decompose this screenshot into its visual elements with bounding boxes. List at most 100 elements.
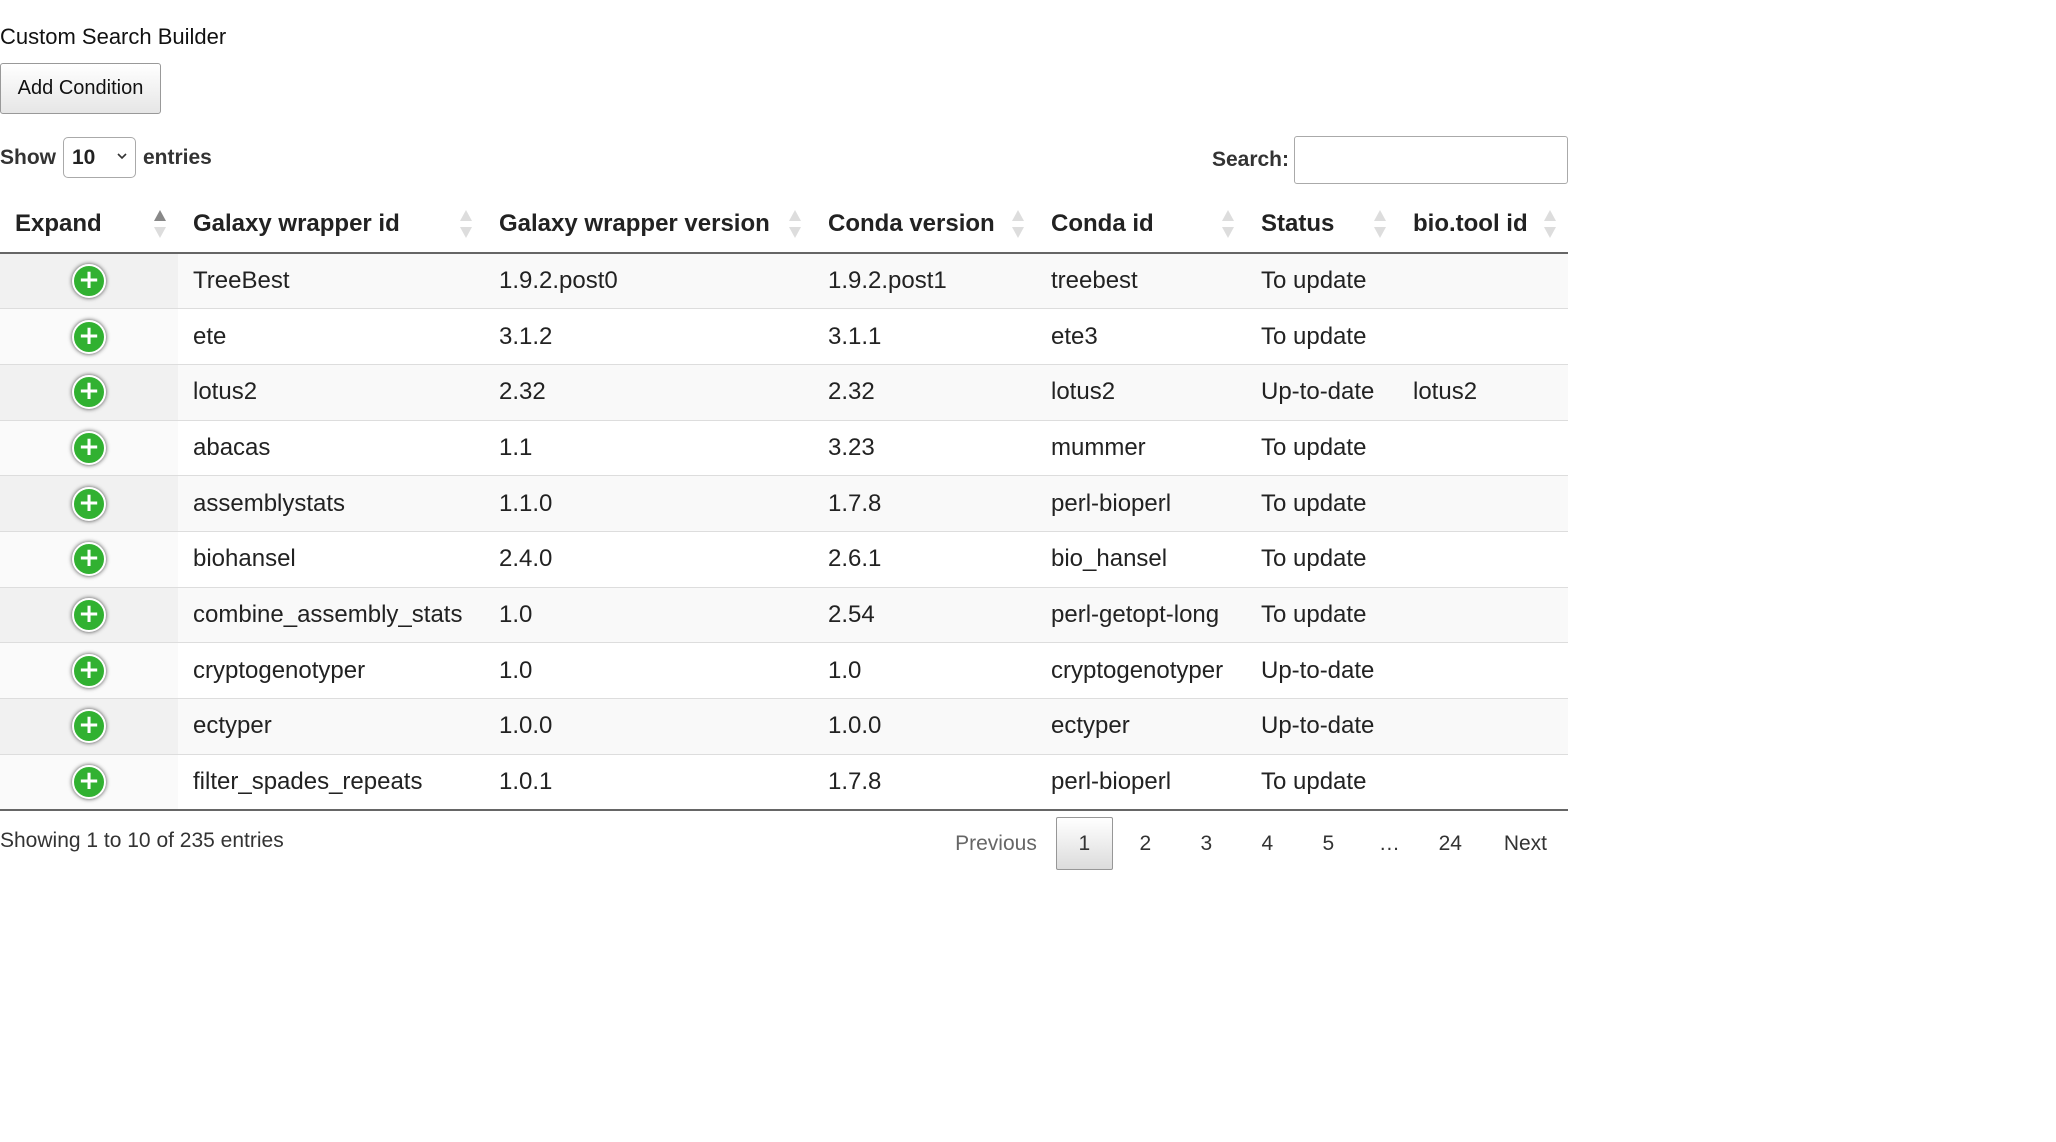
- cell-biotool-id: [1398, 253, 1568, 310]
- entries-per-page-select[interactable]: 10: [63, 137, 136, 178]
- expand-row-plus-icon[interactable]: +: [72, 764, 106, 799]
- cell-conda-id: perl-bioperl: [1036, 754, 1246, 811]
- column-header-conda-id[interactable]: Conda id: [1036, 196, 1246, 254]
- cell-wrapper-id: filter_spades_repeats: [178, 754, 484, 811]
- column-header-label: Conda version: [828, 210, 995, 237]
- cell-wrapper-version: 2.4.0: [484, 531, 813, 588]
- cell-biotool-id: [1398, 420, 1568, 477]
- cell-status: To update: [1246, 754, 1398, 811]
- search-label: Search:: [1211, 148, 1289, 171]
- show-label: Show: [0, 145, 56, 169]
- sort-icon: [789, 210, 801, 238]
- table-row: + biohansel 2.4.0 2.6.1 bio_hansel To update: [0, 531, 1568, 588]
- table-info: Showing 1 to 10 of 235 entries: [0, 829, 284, 852]
- cell-wrapper-id: lotus2: [178, 364, 484, 421]
- expand-row-plus-icon[interactable]: +: [72, 597, 106, 632]
- table-body: + TreeBest 1.9.2.post0 1.9.2.post1 treebest T…: [0, 253, 1568, 811]
- expand-row-plus-icon[interactable]: +: [72, 709, 106, 744]
- expand-row-plus-icon[interactable]: +: [72, 375, 106, 410]
- column-header-biotool-id[interactable]: bio.tool id: [1398, 196, 1568, 254]
- search-input[interactable]: [1294, 136, 1568, 184]
- cell-conda-id: ectyper: [1036, 698, 1246, 755]
- next-page-button[interactable]: Next: [1503, 831, 1547, 855]
- page-button-last[interactable]: 24: [1438, 831, 1462, 855]
- cell-conda-version: 1.9.2.post1: [813, 253, 1036, 310]
- add-condition-button[interactable]: Add Condition: [0, 63, 161, 114]
- cell-wrapper-id: biohansel: [178, 531, 484, 588]
- cell-biotool-id: [1398, 587, 1568, 644]
- page-button-2[interactable]: 2: [1139, 831, 1152, 855]
- cell-wrapper-id: abacas: [178, 420, 484, 477]
- table-row: + abacas 1.1 3.23 mummer To update: [0, 420, 1568, 477]
- pagination-ellipsis: …: [1378, 831, 1400, 855]
- expand-row-plus-icon[interactable]: +: [72, 542, 106, 577]
- previous-page-button[interactable]: Previous: [955, 831, 1037, 855]
- column-header-status[interactable]: Status: [1246, 196, 1398, 254]
- cell-wrapper-version: 2.32: [484, 364, 813, 421]
- cell-conda-id: treebest: [1036, 253, 1246, 310]
- cell-conda-version: 2.54: [813, 587, 1036, 644]
- chevron-down-icon: [117, 153, 127, 160]
- page-button-3[interactable]: 3: [1200, 831, 1213, 855]
- column-header-label: Status: [1261, 210, 1335, 237]
- column-header-label: bio.tool id: [1413, 210, 1528, 237]
- expand-row-plus-icon[interactable]: +: [72, 486, 106, 521]
- tools-table: Expand Galaxy wrapper id Galaxy wrapper ve…: [0, 196, 1568, 811]
- cell-conda-version: 1.0: [813, 642, 1036, 699]
- cell-conda-id: ete3: [1036, 308, 1246, 365]
- expand-cell: +: [0, 754, 178, 811]
- expand-cell: +: [0, 253, 178, 310]
- cell-wrapper-id: combine_assembly_stats: [178, 587, 484, 644]
- cell-wrapper-version: 1.9.2.post0: [484, 253, 813, 310]
- cell-wrapper-version: 1.0: [484, 587, 813, 644]
- page-button-5[interactable]: 5: [1322, 831, 1335, 855]
- cell-wrapper-id: ete: [178, 308, 484, 365]
- cell-conda-id: mummer: [1036, 420, 1246, 477]
- column-header-expand[interactable]: Expand: [0, 196, 178, 254]
- cell-conda-id: cryptogenotyper: [1036, 642, 1246, 699]
- column-header-label: Galaxy wrapper version: [499, 210, 770, 237]
- sort-icon: [1374, 210, 1386, 238]
- sort-icon: [1544, 210, 1556, 238]
- sort-icon: [460, 210, 472, 238]
- cell-wrapper-version: 1.0.0: [484, 698, 813, 755]
- cell-wrapper-version: 1.1.0: [484, 475, 813, 532]
- sort-icon: [1012, 210, 1024, 238]
- expand-row-plus-icon[interactable]: +: [72, 430, 106, 465]
- cell-status: To update: [1246, 253, 1398, 310]
- cell-status: To update: [1246, 420, 1398, 477]
- cell-status: Up-to-date: [1246, 642, 1398, 699]
- column-header-label: Galaxy wrapper id: [193, 210, 400, 237]
- expand-cell: +: [0, 308, 178, 365]
- page: Custom Search Builder Add Condition Show…: [0, 24, 1568, 870]
- cell-conda-version: 2.32: [813, 364, 1036, 421]
- cell-conda-id: perl-bioperl: [1036, 475, 1246, 532]
- cell-wrapper-version: 1.1: [484, 420, 813, 477]
- entries-label: entries: [143, 145, 212, 169]
- expand-row-plus-icon[interactable]: +: [72, 319, 106, 354]
- expand-row-plus-icon[interactable]: +: [72, 653, 106, 688]
- cell-status: To update: [1246, 308, 1398, 365]
- table-search: Search:: [1212, 136, 1568, 184]
- cell-status: To update: [1246, 531, 1398, 588]
- column-header-wrapper-version[interactable]: Galaxy wrapper version: [484, 196, 813, 254]
- cell-status: Up-to-date: [1246, 698, 1398, 755]
- table-row: + ectyper 1.0.0 1.0.0 ectyper Up-to-date: [0, 698, 1568, 755]
- table-row: + lotus2 2.32 2.32 lotus2 Up-to-date lotus2: [0, 364, 1568, 421]
- table-row: + ete 3.1.2 3.1.1 ete3 To update: [0, 308, 1568, 365]
- expand-row-plus-icon[interactable]: +: [72, 264, 106, 299]
- sort-ascending-icon: [154, 210, 166, 238]
- column-header-conda-version[interactable]: Conda version: [813, 196, 1036, 254]
- page-button-4[interactable]: 4: [1261, 831, 1274, 855]
- cell-biotool-id: [1398, 754, 1568, 811]
- cell-conda-version: 1.0.0: [813, 698, 1036, 755]
- table-row: + combine_assembly_stats 1.0 2.54 perl-getop…: [0, 587, 1568, 644]
- page-button-1[interactable]: 1: [1055, 817, 1113, 870]
- cell-conda-version: 3.1.1: [813, 308, 1036, 365]
- expand-cell: +: [0, 420, 178, 477]
- cell-status: To update: [1246, 475, 1398, 532]
- cell-biotool-id: [1398, 475, 1568, 532]
- cell-wrapper-version: 3.1.2: [484, 308, 813, 365]
- cell-conda-version: 1.7.8: [813, 475, 1036, 532]
- column-header-wrapper-id[interactable]: Galaxy wrapper id: [178, 196, 484, 254]
